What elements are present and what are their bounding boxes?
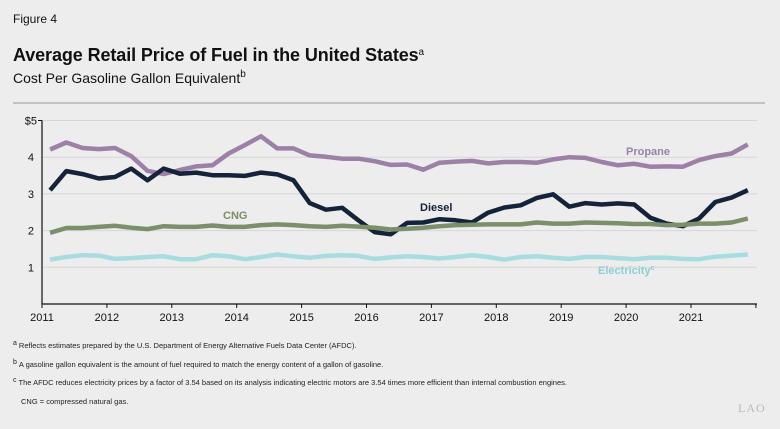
subtitle-footnote-mark: b	[240, 69, 246, 80]
chart-title: Average Retail Price of Fuel in the Unit…	[13, 45, 424, 66]
x-tick-label: 2014	[224, 312, 248, 324]
y-tick-label: 1	[28, 262, 34, 274]
y-tick-label: $5	[25, 116, 37, 128]
title-footnote-mark: a	[418, 47, 425, 58]
footnotes: a Reflects estimates prepared by the U.S.…	[13, 340, 567, 416]
x-tick-label: 2015	[289, 312, 313, 324]
footnote-text: A gasoline gallon equivalent is the amou…	[18, 359, 384, 369]
footnote-cng: CNG = compressed natural gas.	[13, 397, 567, 416]
x-tick-label: 2016	[354, 312, 378, 324]
series-label-propane: Propane	[626, 146, 670, 158]
series-label-diesel: Diesel	[420, 202, 452, 214]
x-tick-label: 2021	[679, 312, 703, 324]
series-line-electricity	[49, 252, 748, 262]
x-tick-label: 2011	[30, 312, 54, 324]
chart-subtitle: Cost Per Gasoline Gallon Equivalentb	[13, 69, 246, 87]
footnote-a: a Reflects estimates prepared by the U.S.…	[13, 340, 567, 360]
x-tick-label: 2013	[160, 312, 184, 324]
footnote-mark: a	[13, 340, 17, 347]
subtitle-text: Cost Per Gasoline Gallon Equivalent	[13, 70, 241, 86]
footnote-text: Reflects estimates prepared by the U.S. …	[18, 341, 357, 350]
series-label-footnote-mark: c	[651, 265, 655, 272]
x-tick-label: 2017	[419, 312, 443, 324]
title-text: Average Retail Price of Fuel in the Unit…	[13, 45, 419, 65]
x-tick-label: 2020	[614, 312, 638, 324]
figure-label: Figure 4	[13, 12, 58, 26]
footnote-mark: c	[13, 377, 17, 384]
footnote-mark: b	[13, 358, 17, 366]
lao-logo: LAO	[738, 401, 766, 415]
footnote-text: CNG = compressed natural gas.	[21, 396, 129, 406]
x-tick-label: 2019	[549, 312, 573, 324]
series-label-electricity: Electricityc	[598, 265, 655, 277]
footnote-c: c The AFDC reduces electricity prices by …	[13, 377, 567, 397]
y-tick-label: 2	[28, 226, 34, 238]
series-label-cng: CNG	[223, 210, 247, 222]
series-line-propane	[49, 134, 749, 177]
x-tick-label: 2018	[484, 312, 508, 324]
y-tick-label: 4	[28, 152, 34, 164]
y-tick-label: 3	[28, 189, 34, 201]
x-tick-label: 2012	[95, 312, 119, 324]
footnote-text: The AFDC reduces electricity prices by a…	[18, 378, 567, 387]
series-line-cng	[49, 216, 749, 235]
